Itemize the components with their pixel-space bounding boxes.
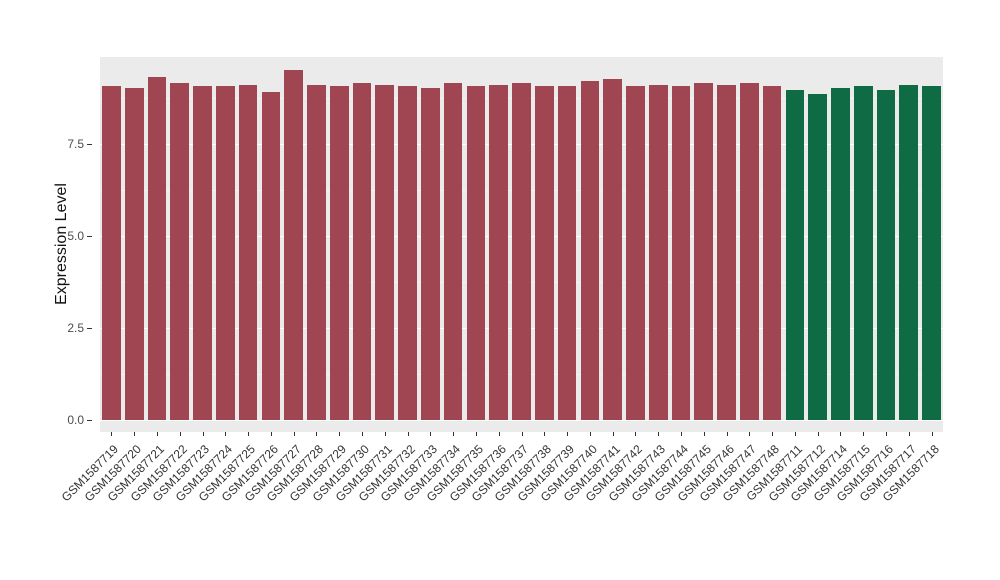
bar — [261, 92, 281, 420]
bar — [739, 82, 759, 420]
y-tick-label: 7.5 — [67, 136, 84, 151]
x-tick-mark — [521, 432, 523, 436]
bar — [853, 86, 873, 420]
bar — [808, 93, 828, 420]
x-tick-mark — [817, 432, 819, 436]
bar — [238, 84, 258, 420]
x-tick-mark — [567, 432, 569, 436]
bar — [899, 84, 919, 420]
bar — [398, 86, 417, 420]
x-tick-mark — [635, 432, 637, 436]
bar — [580, 80, 600, 420]
plot-area — [100, 57, 943, 432]
bar — [284, 69, 303, 420]
bar — [785, 90, 805, 420]
x-tick-mark — [931, 432, 933, 436]
x-tick-mark — [475, 432, 477, 436]
y-tick-label: 5.0 — [67, 228, 84, 243]
bar — [421, 88, 440, 420]
x-tick-mark — [658, 432, 660, 436]
x-tick-mark — [339, 432, 341, 436]
bar — [102, 86, 121, 420]
bar — [876, 90, 896, 420]
x-axis-labels: GSM1587719 GSM1587720 GSM1587721 GSM1587722… — [59, 432, 943, 572]
bar — [534, 86, 554, 420]
bar — [375, 84, 395, 420]
x-tick-mark — [612, 432, 614, 436]
bar — [489, 84, 509, 420]
x-tick-mark — [225, 432, 227, 436]
x-tick-mark — [179, 432, 181, 436]
x-tick-mark — [703, 432, 705, 436]
x-tick-mark — [362, 432, 363, 436]
bar — [329, 86, 349, 420]
bar — [466, 86, 486, 420]
bar — [717, 84, 736, 420]
x-tick-mark — [202, 432, 204, 436]
bar — [557, 86, 577, 420]
y-tick-mark — [87, 327, 92, 329]
bar — [352, 82, 372, 420]
bar — [307, 84, 326, 420]
x-tick-mark — [316, 432, 318, 436]
gridline-major — [100, 420, 943, 421]
x-tick-mark — [248, 432, 250, 436]
y-tick-label: 2.5 — [67, 320, 84, 335]
x-tick-mark — [111, 432, 113, 436]
bar — [762, 86, 782, 420]
x-tick-mark — [680, 432, 682, 436]
bar — [831, 88, 850, 420]
x-tick-mark — [726, 432, 728, 436]
bar — [626, 86, 645, 420]
x-tick-mark — [156, 432, 158, 436]
bar — [603, 79, 622, 420]
x-tick-mark — [384, 432, 386, 436]
x-tick-mark — [749, 432, 751, 436]
x-tick-mark — [134, 432, 136, 436]
x-tick-mark — [293, 432, 295, 436]
y-tick-mark — [87, 235, 92, 237]
x-tick-mark — [430, 432, 432, 436]
x-tick-mark — [863, 432, 865, 436]
bar — [671, 86, 691, 420]
bar — [170, 82, 190, 420]
y-tick-mark — [87, 420, 92, 421]
x-tick-mark — [772, 432, 774, 436]
bar — [147, 77, 167, 420]
x-tick-mark — [794, 432, 796, 436]
bar — [443, 82, 463, 420]
x-tick-mark — [589, 432, 591, 436]
bar — [694, 82, 714, 420]
y-tick-mark — [87, 143, 92, 145]
y-tick-label: 0.0 — [67, 413, 84, 427]
x-tick-mark — [498, 432, 500, 436]
bar — [193, 86, 212, 420]
x-tick-mark — [886, 432, 888, 436]
bar — [215, 86, 235, 420]
bar — [124, 88, 144, 420]
x-tick-mark — [544, 432, 546, 436]
x-tick-mark — [840, 432, 842, 436]
bar — [512, 82, 531, 420]
x-tick-mark — [407, 432, 409, 436]
bar — [922, 86, 941, 420]
y-axis-ticks: 0.0 2.5 5.0 7.5 — [0, 57, 94, 432]
x-tick-mark — [453, 432, 455, 436]
x-tick-mark — [270, 432, 272, 436]
x-tick-mark — [908, 432, 910, 436]
bar — [648, 84, 668, 420]
